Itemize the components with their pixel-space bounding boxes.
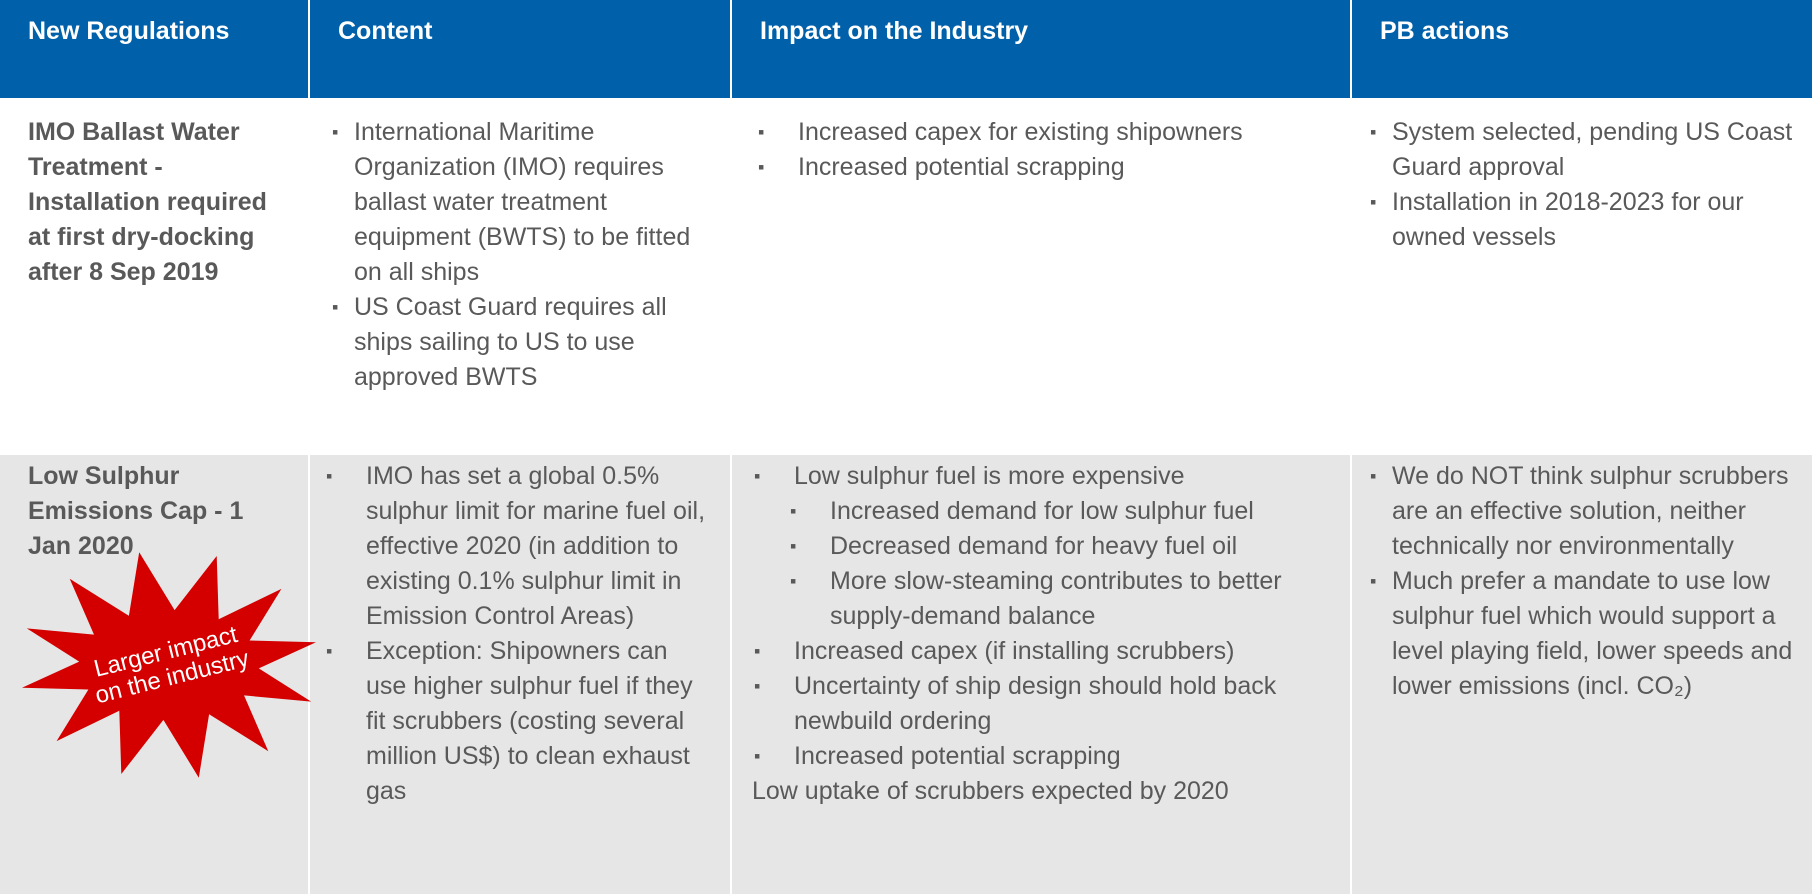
bullet-item: Uncertainty of ship design should hold b… — [750, 669, 1330, 739]
bullet-list: System selected, pending US Coast Guard … — [1370, 115, 1794, 255]
sub-bullet-item: More slow-steaming contributes to better… — [786, 564, 1330, 634]
bullet-list: Increased capex for existing shipownersI… — [754, 115, 1330, 185]
bullet-item: System selected, pending US Coast Guard … — [1370, 115, 1794, 185]
sub-bullet-item: Increased demand for low sulphur fuel — [786, 494, 1330, 529]
bullet-item: Installation in 2018-2023 for our owned … — [1370, 185, 1794, 255]
bullet-item: Exception: Shipowners can use higher sul… — [322, 634, 714, 809]
bullet-item: Increased potential scrapping — [754, 150, 1330, 185]
sub-bullet-item: Decreased demand for heavy fuel oil — [786, 529, 1330, 564]
bullet-item: Increased capex for existing shipowners — [754, 115, 1330, 150]
bullet-item: We do NOT think sulphur scrubbers are an… — [1370, 459, 1794, 564]
bullet-list: We do NOT think sulphur scrubbers are an… — [1370, 459, 1794, 704]
bullet-list: International Maritime Organization (IMO… — [332, 115, 710, 395]
regulation-cell: IMO Ballast Water Treatment - Installati… — [0, 100, 308, 453]
content-cell: IMO has set a global 0.5% sulphur limit … — [310, 455, 730, 894]
bullet-item: Increased capex (if installing scrubbers… — [750, 634, 1330, 669]
header-cell: Content — [310, 0, 730, 98]
bullet-item: Increased potential scrapping — [750, 739, 1330, 774]
header-cell: PB actions — [1352, 0, 1812, 98]
bullet-item: International Maritime Organization (IMO… — [332, 115, 710, 290]
impact-note: Low uptake of scrubbers expected by 2020 — [752, 777, 1229, 805]
bullet-list: IMO has set a global 0.5% sulphur limit … — [322, 459, 714, 809]
callout-starburst: Larger impact on the industry — [22, 552, 316, 778]
bullet-item: IMO has set a global 0.5% sulphur limit … — [322, 459, 714, 634]
impact-cell: Low sulphur fuel is more expensiveIncrea… — [732, 455, 1350, 894]
starburst-shape — [22, 552, 316, 778]
header-cell: New Regulations — [0, 0, 308, 98]
bullet-item: Much prefer a mandate to use low sulphur… — [1370, 564, 1794, 704]
bullet-item: US Coast Guard requires all ships sailin… — [332, 290, 710, 395]
bullet-list: Low sulphur fuel is more expensiveIncrea… — [750, 459, 1330, 774]
bullet-item: Low sulphur fuel is more expensive — [750, 459, 1330, 494]
impact-cell: Increased capex for existing shipownersI… — [732, 100, 1350, 453]
sub-list-holder: Increased demand for low sulphur fuelDec… — [750, 494, 1330, 634]
header-cell: Impact on the Industry — [732, 0, 1350, 98]
sub-bullet-list: Increased demand for low sulphur fuelDec… — [786, 494, 1330, 634]
actions-cell: We do NOT think sulphur scrubbers are an… — [1352, 455, 1812, 894]
content-cell: International Maritime Organization (IMO… — [310, 100, 730, 453]
actions-cell: System selected, pending US Coast Guard … — [1352, 100, 1812, 453]
